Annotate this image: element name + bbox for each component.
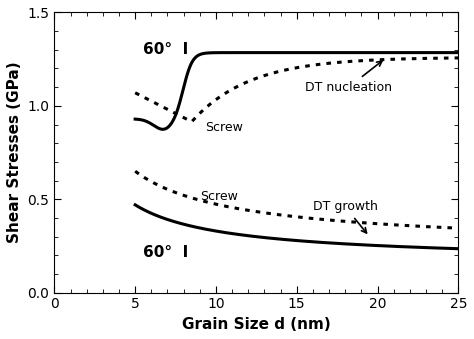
Text: DT nucleation: DT nucleation [305,61,392,94]
Text: Screw: Screw [200,190,237,203]
Y-axis label: Shear Stresses (GPa): Shear Stresses (GPa) [7,62,22,243]
Text: DT growth: DT growth [313,200,378,233]
Text: 60°  I: 60° I [143,42,189,57]
Text: 60°  I: 60° I [143,245,189,260]
Text: Screw: Screw [205,121,243,134]
X-axis label: Grain Size d (nm): Grain Size d (nm) [182,317,331,332]
